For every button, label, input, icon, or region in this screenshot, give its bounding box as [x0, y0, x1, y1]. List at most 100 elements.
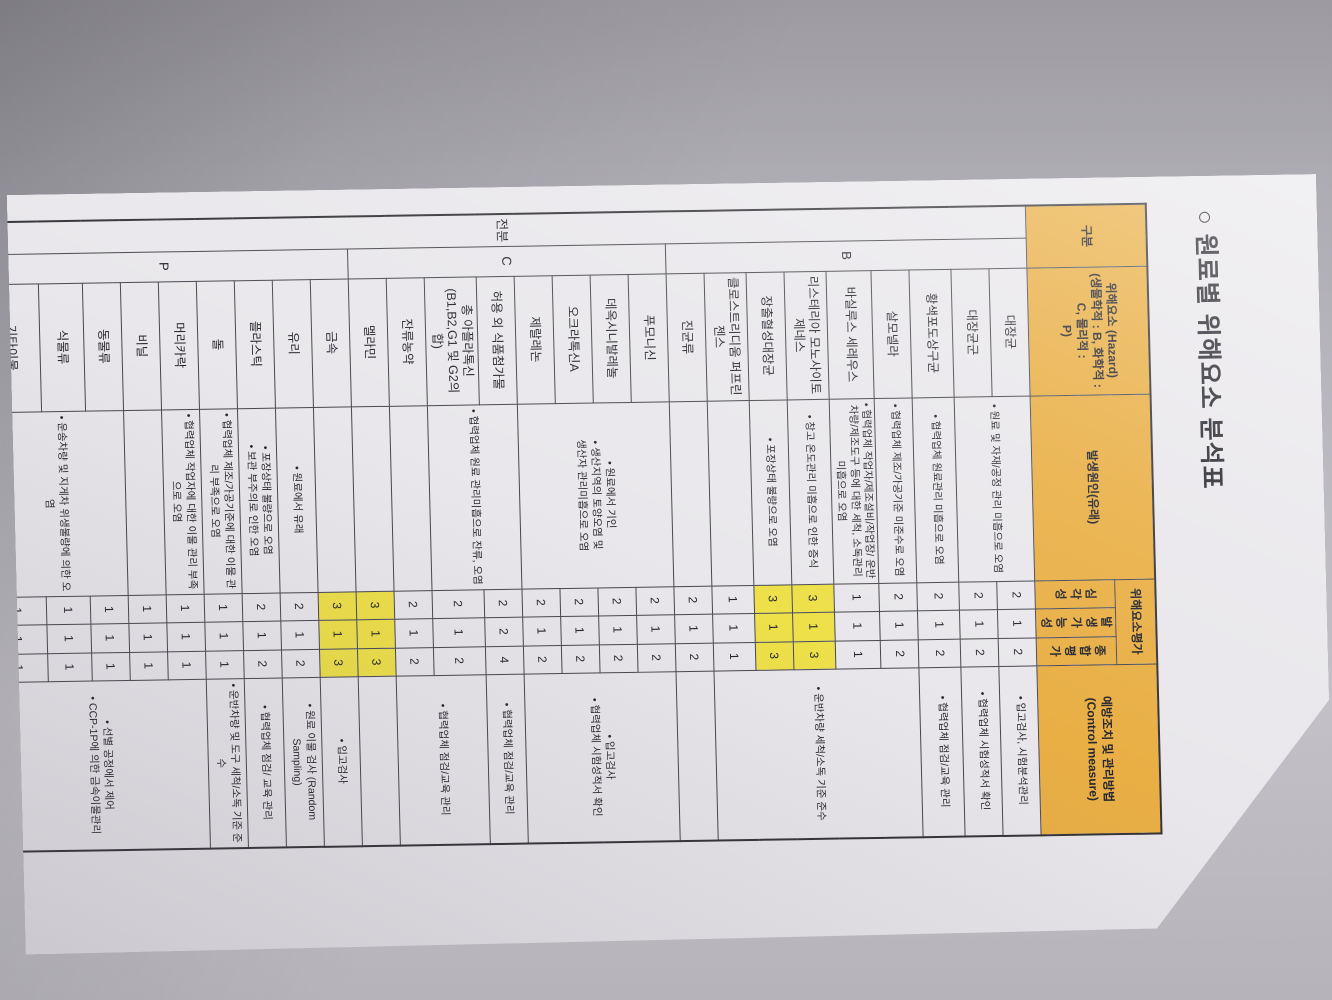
hazard-name-cell: 총 아플라톡신 (B1,B2,G1 및 G2의 합) — [424, 276, 479, 405]
likelihood-cell: 1 — [356, 619, 395, 649]
hazard-name-cell: 멜라민 — [348, 278, 389, 407]
hazard-name-cell: 진균류 — [666, 273, 707, 402]
cause-cell: • 협력업체 제조/가공기준 미준수로 오염 — [875, 397, 918, 583]
severity-cell: 2 — [597, 587, 636, 616]
likelihood-cell: 1 — [792, 612, 835, 642]
control-cell: • 선별 공정에서 제어 • CCP-1P에 의한 금속이물관리 — [0, 679, 210, 852]
overall-cell: 3 — [357, 648, 396, 677]
cause-cell: • 협력업체 원료 관리미흡으로 잔류, 오염 — [427, 404, 522, 590]
severity-cell: 3 — [356, 591, 395, 620]
overall-cell: 1 — [835, 640, 882, 669]
control-cell: • 협력업체 점검/ 교육 관리 — [244, 678, 286, 849]
likelihood-cell: 1 — [204, 621, 243, 651]
hazard-name-cell: 장출혈성대장균 — [746, 272, 787, 401]
hazard-name-cell: 비닐 — [120, 282, 161, 411]
severity-cell: 2 — [959, 581, 998, 610]
control-cell: • 협력업체 시험성적서 확인 — [961, 666, 1003, 837]
severity-cell: 2 — [394, 590, 433, 619]
severity-cell: 2 — [997, 580, 1036, 609]
cause-cell: • 창고 온도관리 미흡으로 인한 증식 — [787, 399, 834, 585]
overall-cell: 3 — [319, 648, 358, 677]
hazard-name-cell: 식물류 — [38, 283, 85, 412]
control-cell: • 원료 이물 검사 (Random Sampling) — [282, 677, 324, 848]
likelihood-cell: 1 — [674, 614, 713, 644]
hazard-name-cell: 기타이물 — [0, 283, 41, 412]
likelihood-cell: 1 — [522, 616, 561, 646]
control-cell: • 운반차량 및 도구 세척/소독 기준 준수 — [206, 678, 248, 849]
header-cause: 발생원인(유래) — [1031, 394, 1156, 581]
likelihood-cell: 1 — [754, 612, 793, 642]
cause-cell — [389, 405, 432, 591]
severity-cell: 2 — [879, 582, 918, 611]
header-hazard: 위해요소 (Hazard) (생물학적 : B, 화학적 : C, 물리적 : … — [1027, 266, 1150, 396]
likelihood-cell: 1 — [46, 624, 91, 654]
severity-cell: 1 — [46, 596, 91, 625]
overall-cell: 2 — [561, 644, 600, 673]
hazard-name-cell: 황색포도상구균 — [909, 269, 954, 398]
severity-cell: 2 — [917, 582, 960, 611]
cause-cell: • 원료에서 기인 • 생산지역의 토양오염 및 생산자 관리미흡으로 오염 — [517, 401, 674, 588]
header-overall: 종합 평가 — [1037, 636, 1118, 665]
likelihood-cell: 2 — [484, 617, 523, 647]
cause-cell: • 원료 및 자재/공정 관리 미흡으로 오염 — [955, 396, 1036, 582]
likelihood-cell: 1 — [432, 617, 485, 647]
severity-cell: 1 — [833, 583, 880, 612]
likelihood-cell: 1 — [960, 609, 999, 639]
likelihood-cell: 1 — [636, 614, 675, 644]
severity-cell: 2 — [432, 589, 485, 618]
severity-cell: 1 — [128, 594, 167, 623]
overall-cell: 2 — [433, 646, 486, 675]
overall-cell: 2 — [281, 649, 320, 678]
hazard-name-cell: 허용 외 식품첨가물 — [476, 276, 517, 405]
overall-cell: 1 — [167, 651, 206, 680]
hazard-name-cell: 대장균 — [989, 268, 1030, 397]
severity-cell: 1 — [711, 585, 754, 614]
cause-cell — [669, 401, 712, 587]
cause-cell — [351, 406, 394, 592]
control-cell: • 운반차량 세척/소독 기준 준수 — [714, 667, 924, 840]
hazard-name-cell: 동물류 — [82, 282, 123, 411]
overall-cell: 3 — [793, 641, 836, 670]
likelihood-cell: 1 — [998, 608, 1037, 638]
hazard-name-cell: 플라스틱 — [234, 280, 275, 409]
overall-cell: 1 — [129, 651, 168, 680]
likelihood-cell: 1 — [280, 620, 319, 650]
likelihood-cell: 1 — [560, 615, 599, 645]
cause-cell — [123, 409, 166, 595]
hazard-name-cell: 바실루스 세레우스 — [826, 270, 875, 399]
overall-cell: 2 — [599, 644, 638, 673]
hazard-name-cell: 제랄레논 — [514, 275, 555, 404]
header-likelihood: 발생 가능성 — [1036, 607, 1117, 637]
severity-cell: 3 — [753, 584, 792, 613]
hazard-name-cell: 대장균군 — [951, 268, 992, 397]
likelihood-cell: 1 — [166, 622, 205, 652]
control-cell: • 협력업체 점검/교육 관리 — [396, 674, 490, 845]
hazard-name-cell: 데옥시니발레놀 — [590, 274, 631, 403]
hazard-analysis-table: 구분 위해요소 (Hazard) (생물학적 : B, 화학적 : C, 물리적… — [0, 203, 1163, 853]
likelihood-cell: 1 — [242, 621, 281, 651]
hazard-name-cell: 푸모니신 — [628, 273, 669, 402]
control-cell — [676, 671, 718, 842]
overall-cell: 1 — [713, 642, 756, 671]
cause-cell: • 협력업체 원료관리 미흡으로 오염 — [913, 397, 960, 583]
table-body: 전분 B 대장균 • 원료 및 자재/공정 관리 미흡으로 오염 2 1 2 • 입고검사, … — [0, 206, 1042, 852]
control-cell: • 협력업체 점검/교육 관리 — [919, 667, 965, 838]
cause-cell: • 운송차량 및 지게차 위생불량에 의한 오염 — [0, 410, 128, 597]
cause-cell — [707, 400, 754, 586]
likelihood-cell: 1 — [880, 610, 919, 640]
hazard-name-cell: 돌 — [196, 280, 237, 409]
header-severity: 심각성 — [1035, 579, 1116, 608]
overall-cell: 1 — [0, 653, 48, 682]
hazard-name-cell: 리스테리아 모노사이토제네스 — [784, 271, 829, 400]
severity-cell: 2 — [242, 593, 281, 622]
overall-cell: 2 — [395, 647, 434, 676]
cause-cell: • 협력업체 작업자에 대한 이물 관리 부족으로 오염 — [161, 409, 204, 595]
control-cell: • 입고검사, 시험분석관리 — [999, 665, 1041, 836]
likelihood-cell: 1 — [128, 622, 167, 652]
likelihood-cell: 1 — [394, 618, 433, 648]
control-cell — [358, 676, 400, 847]
header-gubun: 구분 — [1026, 204, 1147, 268]
cause-cell: • 포장상태 불량으로 오염 — [749, 399, 792, 585]
severity-cell: 1 — [90, 595, 129, 624]
